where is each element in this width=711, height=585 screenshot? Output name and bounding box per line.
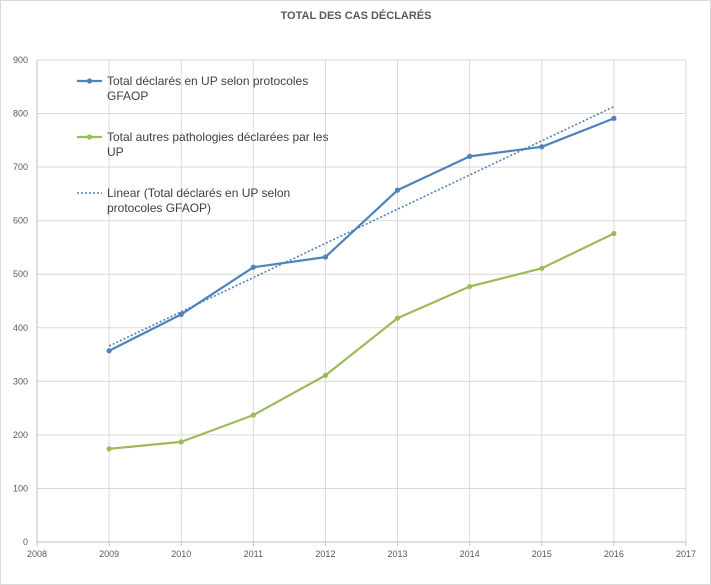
legend-marker — [86, 134, 93, 140]
data-point — [322, 372, 329, 379]
series-line — [108, 232, 615, 450]
y-tick-label: 100 — [13, 483, 28, 493]
grid-layer — [36, 59, 687, 546]
y-tick-label: 0 — [23, 537, 28, 547]
legend-label-line: Total déclarés en UP selon protocoles — [107, 74, 308, 88]
x-tick-label: 2009 — [99, 549, 119, 559]
x-tick-label: 2014 — [460, 549, 480, 559]
data-point — [106, 348, 112, 354]
data-point — [106, 446, 112, 452]
legend-label-line: UP — [107, 145, 124, 159]
y-tick-label: 200 — [13, 430, 28, 440]
data-point — [611, 230, 617, 237]
legend-label-line: Linear (Total déclarés en UP selon — [107, 186, 290, 200]
series-layer — [106, 105, 617, 452]
legend-label: Total autres pathologies déclarées par l… — [107, 130, 328, 159]
data-point — [178, 439, 184, 445]
legend-label-line: Total autres pathologies déclarées par l… — [107, 130, 328, 144]
data-point — [250, 264, 256, 270]
data-point — [250, 412, 256, 418]
legend-item: Linear (Total déclarés en UP selon protoc… — [77, 186, 290, 215]
data-point — [539, 144, 545, 150]
y-tick-label: 500 — [13, 269, 28, 279]
x-tick-label: 2013 — [388, 549, 408, 559]
legend-label: Linear (Total déclarés en UP selon protoc… — [107, 186, 290, 215]
y-tick-label: 300 — [13, 376, 28, 386]
trendline — [108, 105, 615, 347]
x-tick-label: 2012 — [315, 549, 335, 559]
series-3 — [108, 105, 615, 347]
data-point — [394, 315, 401, 321]
x-tick-label: 2011 — [244, 549, 263, 559]
y-tick-label: 400 — [13, 323, 28, 333]
data-point — [467, 283, 473, 290]
x-tick-label: 2008 — [27, 549, 47, 559]
data-point — [394, 187, 401, 193]
data-point — [467, 153, 473, 159]
x-tick-label: 2017 — [676, 549, 696, 559]
x-tick-label: 2016 — [604, 549, 624, 559]
chart-title: TOTAL DES CAS DÉCLARÉS — [281, 9, 432, 22]
legend-label-line: protocoles GFAOP) — [107, 201, 211, 215]
data-point — [611, 115, 617, 121]
y-tick-label: 600 — [13, 216, 28, 226]
legend-item: Total déclarés en UP selon protocoles GFA… — [77, 74, 308, 103]
series-line — [108, 117, 615, 352]
data-point — [539, 265, 545, 271]
legend-label-line: GFAOP — [107, 89, 148, 103]
x-tick-label: 2010 — [171, 549, 191, 559]
series-1 — [106, 115, 617, 354]
tick-layer: 0 100 200 300 400 500 600 700 800 900 2008 2009 2010… — [13, 55, 696, 559]
x-tick-label: 2015 — [532, 549, 552, 559]
data-point — [322, 254, 329, 260]
legend-item: Total autres pathologies déclarées par l… — [77, 130, 328, 159]
y-tick-label: 700 — [13, 162, 28, 172]
series-2 — [106, 230, 617, 452]
data-point — [178, 311, 184, 317]
legend: Total déclarés en UP selon protocoles GFA… — [77, 74, 328, 215]
y-tick-label: 800 — [13, 109, 28, 119]
legend-marker — [86, 78, 93, 84]
legend-label: Total déclarés en UP selon protocoles GFA… — [107, 74, 308, 103]
y-tick-label: 900 — [13, 55, 28, 65]
